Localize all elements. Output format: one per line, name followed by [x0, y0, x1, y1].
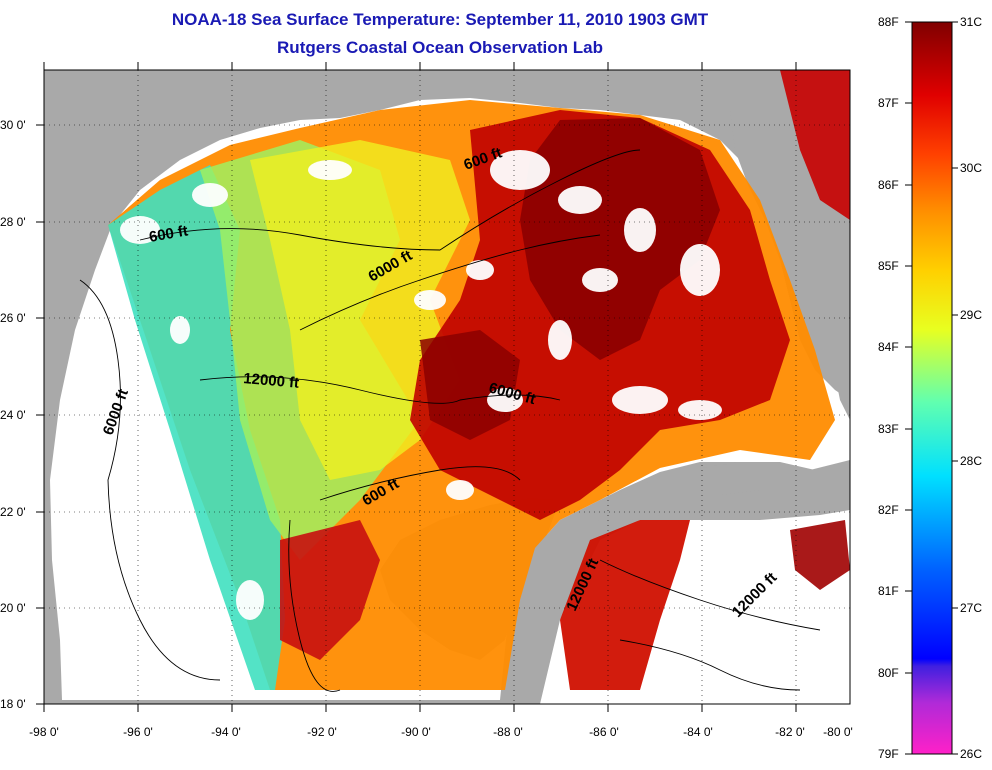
- colorbar-f-label: 83F: [878, 422, 899, 436]
- colorbar-c-label: 26C: [960, 747, 982, 761]
- x-tick-label: -92 0': [307, 725, 337, 739]
- x-tick-label: -80 0': [823, 725, 853, 739]
- contour-label-600ft-west: 600 ft: [148, 222, 190, 246]
- map-subtitle: Rutgers Coastal Ocean Observation Lab: [277, 38, 603, 57]
- x-tick-label: -98 0': [29, 725, 59, 739]
- cuba-land: [585, 462, 835, 522]
- colorbar-f-label: 81F: [878, 584, 899, 598]
- colorbar-f-label: 80F: [878, 666, 899, 680]
- x-tick-label: -86 0': [589, 725, 619, 739]
- colorbar-f-label: 85F: [878, 259, 899, 273]
- temperature-colorbar: 88F 87F 86F 85F 84F 83F 82F 81F 80F 79F …: [878, 15, 982, 761]
- colorbar-c-label: 30C: [960, 161, 982, 175]
- x-tick-label: -90 0': [401, 725, 431, 739]
- colorbar-c-label: 29C: [960, 308, 982, 322]
- y-axis-labels: 30 0' 28 0' 26 0' 24 0' 22 0' 20 0' 18 0…: [0, 118, 26, 711]
- y-tick-label: 18 0': [0, 697, 26, 711]
- colorbar-f-label: 82F: [878, 503, 899, 517]
- colorbar-c-label: 31C: [960, 15, 982, 29]
- frame-ticks: [36, 62, 797, 712]
- x-axis-labels: -98 0' -96 0' -94 0' -92 0' -90 0' -88 0…: [29, 725, 853, 739]
- map-title: NOAA-18 Sea Surface Temperature: Septemb…: [171, 10, 709, 29]
- x-tick-label: -96 0': [123, 725, 153, 739]
- y-tick-label: 26 0': [0, 311, 26, 325]
- colorbar-f-label: 87F: [878, 96, 899, 110]
- x-tick-label: -82 0': [775, 725, 805, 739]
- y-tick-label: 30 0': [0, 118, 26, 132]
- plot-frame: [43, 69, 851, 705]
- contour-label-12000ft-central: 12000 ft: [243, 370, 300, 392]
- colorbar-c-label: 27C: [960, 601, 982, 615]
- colorbar-gradient: [911, 21, 953, 755]
- bathymetry-contours: [79, 149, 821, 692]
- graticule: [44, 70, 850, 704]
- colorbar-f-label: 84F: [878, 340, 899, 354]
- colorbar-f-label: 86F: [878, 178, 899, 192]
- x-tick-label: -88 0': [493, 725, 523, 739]
- colorbar-f-label: 79F: [878, 747, 899, 761]
- y-tick-label: 20 0': [0, 601, 26, 615]
- colorbar-f-label: 88F: [878, 15, 899, 29]
- y-tick-label: 24 0': [0, 408, 26, 422]
- x-tick-label: -94 0': [211, 725, 241, 739]
- sst-swath: [108, 70, 850, 690]
- y-tick-label: 28 0': [0, 215, 26, 229]
- y-tick-label: 22 0': [0, 505, 26, 519]
- colorbar-c-label: 28C: [960, 454, 982, 468]
- x-tick-label: -84 0': [683, 725, 713, 739]
